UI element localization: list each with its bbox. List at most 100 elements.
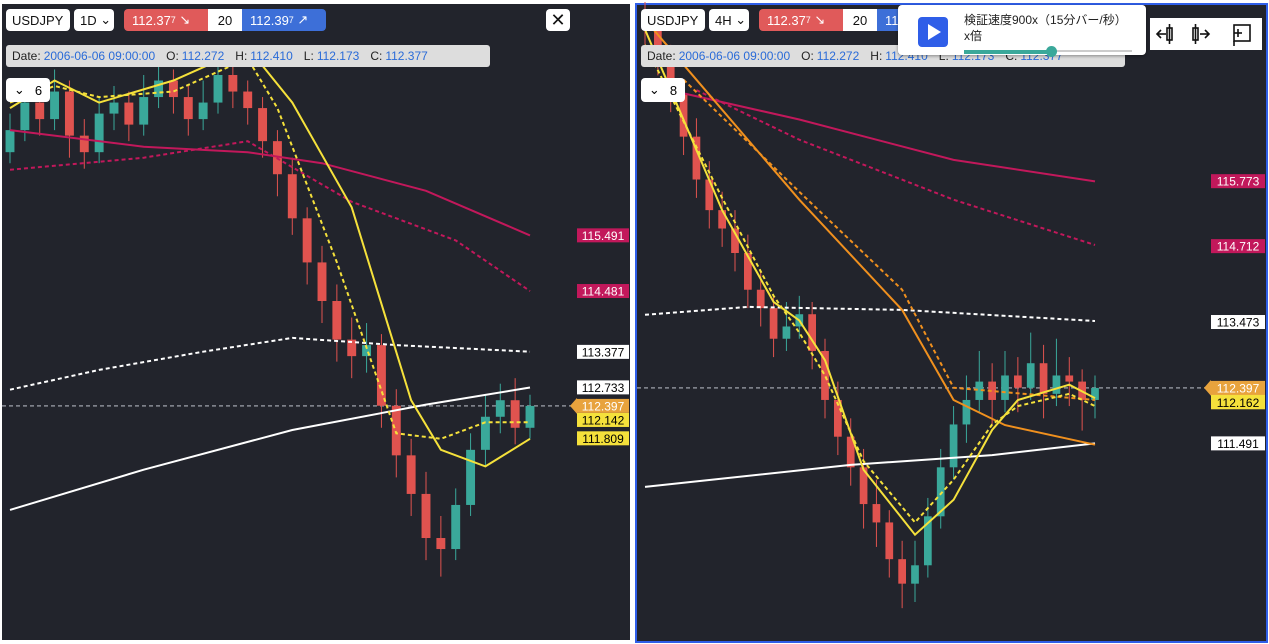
candle-body [79,135,89,153]
price-label-pointer [1204,379,1211,396]
indicator-line [644,19,1096,446]
indicator-line [9,140,531,292]
candle-body [124,102,134,125]
sell-price-sup: 7 [805,15,811,25]
indicator-line [9,46,531,468]
high-label: H: [870,49,883,63]
candle-body [243,91,253,109]
candle-body [744,252,752,290]
sell-button[interactable]: 112.37 7 ↘ [124,9,208,31]
candle-body [362,345,372,357]
symbol-select[interactable]: USDJPY [641,9,705,31]
candle-body [846,436,855,468]
lot-input[interactable]: 20 [843,9,877,31]
candle-body [705,179,714,211]
panel-plot: 115.491114.481113.377112.733112.397112.1… [2,46,629,577]
candle-body [692,136,701,180]
jump-icon[interactable] [1233,24,1251,46]
indicator-line [9,129,531,237]
candle-body [1026,363,1035,388]
indicator-line [9,336,531,391]
candle-body [1014,375,1022,388]
candle-body [769,308,778,339]
price-label: 111.809 [582,432,624,446]
price-label-box [1211,380,1265,395]
speed-slider-thumb[interactable] [1046,46,1057,57]
indicator-line [644,442,1096,488]
timeframe-select[interactable]: 1D ⌄ [74,9,114,31]
price-label-box [577,344,629,359]
open: 112.272 [181,49,225,63]
indicator-line [682,78,1096,401]
candle-body [198,102,208,120]
price-label: 113.377 [582,345,625,359]
price-label: 113.473 [1217,316,1260,330]
step-back-icon[interactable] [1155,24,1173,44]
ohlc-info: Date: 2006-06-06 09:00:00 O: 112.272 H: 112… [6,45,490,67]
sell-button[interactable]: 112.37 7 ↘ [759,9,843,31]
indicator-line [695,89,1096,246]
speed-slider-track[interactable] [964,50,1052,54]
price-label: 115.491 [582,229,625,243]
close-button[interactable]: ✕ [546,9,570,31]
price-label-box [1211,239,1265,254]
indicator-line [644,44,1096,524]
symbol-select[interactable]: USDJPY [6,9,70,31]
playback-tools [1150,18,1262,50]
candle-body [924,516,932,566]
candle-body [679,93,688,137]
price-label-box [1211,315,1265,330]
candle-body [228,75,238,92]
play-button[interactable] [918,17,948,47]
timeframe-select[interactable]: 4H ⌄ [709,9,749,31]
close: 112.377 [385,49,428,63]
open: 112.272 [816,49,860,63]
candle-body [480,416,490,450]
candle-body [154,80,164,98]
candle-body [1052,375,1061,394]
candle-body [347,339,357,357]
low-label: L: [938,49,949,63]
candle-body [94,113,104,153]
indicator-line [644,305,1096,322]
candle-body [302,218,312,263]
price-label-box [577,284,629,299]
price-label: 114.712 [1217,240,1260,254]
price-label: 115.773 [1217,175,1260,189]
candle-body [376,345,386,406]
step-forward-icon[interactable] [1192,24,1211,44]
price-label: 114.481 [582,285,625,299]
price-label: 112.733 [582,381,625,395]
symbol: USDJPY [12,12,64,28]
candle-body [50,91,60,120]
open-label: O: [801,49,814,63]
indicator-line [644,29,1096,537]
candle-body [936,467,945,517]
low: 112.173 [316,49,360,63]
candle-body [1091,387,1099,400]
candle-body [988,381,996,400]
timeframe: 4H [715,12,732,28]
candle-body [834,399,842,437]
buy-price-sup: 7 [288,15,294,25]
indicator-line [9,386,531,511]
price-label: 112.397 [1217,381,1260,395]
lot-input[interactable]: 20 [208,9,242,31]
candle-body [406,455,416,494]
playback-unit: x倍 [964,29,983,43]
candle-body [64,91,74,136]
candle-body [510,400,520,428]
price-label-box [577,431,629,446]
candle-body [756,289,765,309]
candle-body [731,228,739,253]
candle-body [859,467,868,505]
date: 2006-06-06 09:00:00 [678,49,791,63]
candle-body [1001,375,1009,400]
indicator-toggle[interactable]: ⌄ 6 [6,78,50,102]
timeframe: 1D [80,12,97,28]
playback-speed: 検証速度900x（15分バー/秒） [964,13,1127,27]
indicator-toggle[interactable]: ⌄ 8 [641,78,685,102]
